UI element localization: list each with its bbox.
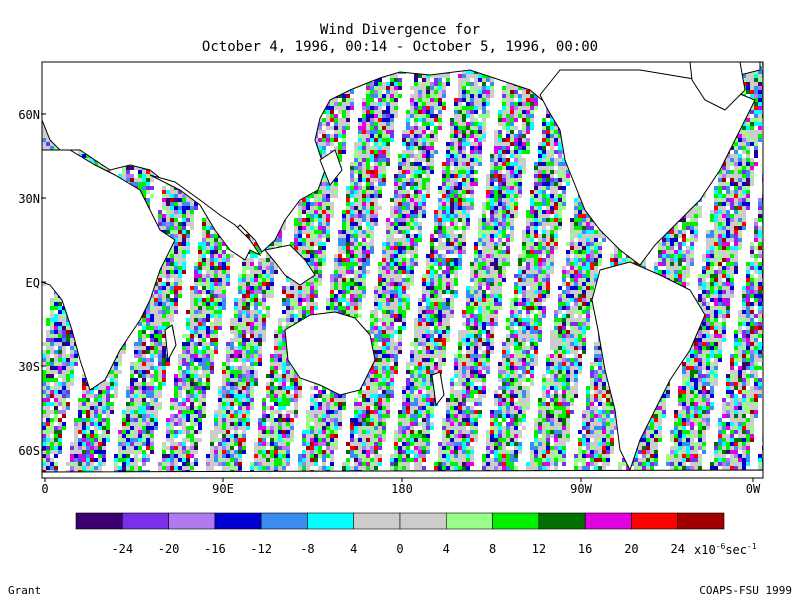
colorbar-segment bbox=[631, 512, 679, 530]
colorbar-segment bbox=[214, 512, 262, 530]
colorbar-tick-label: -24 bbox=[111, 542, 134, 556]
colorbar-segment bbox=[492, 512, 540, 530]
land-mass bbox=[591, 261, 706, 472]
axis-ticks bbox=[41, 113, 754, 482]
lat-label-eq: EQ bbox=[25, 276, 40, 290]
colorbar-segment bbox=[353, 512, 401, 530]
lat-label-60n: 60N bbox=[18, 108, 40, 122]
colorbar-tick-label: 8 bbox=[488, 542, 497, 556]
land-mass bbox=[264, 244, 316, 286]
lat-label-30s: 30S bbox=[18, 360, 40, 374]
colorbar-tick-label: -12 bbox=[250, 542, 272, 556]
land-mass bbox=[149, 174, 262, 261]
colorbar-tick-label: -20 bbox=[157, 542, 180, 556]
colorbar-tick-label: 4 bbox=[442, 542, 450, 556]
author-credit: Grant bbox=[8, 584, 42, 597]
colorbar-segment bbox=[445, 512, 493, 530]
colorbar-tick-label: 0 bbox=[396, 542, 404, 556]
colorbar-tick-label: 16 bbox=[577, 542, 593, 556]
land-mass bbox=[319, 149, 343, 186]
colorbar-tick-label: -8 bbox=[300, 542, 315, 556]
land-mass bbox=[284, 311, 376, 396]
colorbar bbox=[75, 512, 725, 530]
lon-label-0w: 0W bbox=[745, 482, 761, 496]
lon-label-0: 0 bbox=[41, 482, 49, 496]
colorbar-tick-label: 24 bbox=[670, 542, 685, 556]
map-title: Wind Divergence for bbox=[319, 22, 481, 38]
land-mass bbox=[42, 149, 176, 391]
colorbar-segment bbox=[584, 512, 632, 530]
organization-credit: COAPS-FSU 1999 bbox=[699, 584, 792, 597]
colorbar-tick-label: 4 bbox=[350, 542, 358, 556]
colorbar-segment bbox=[121, 512, 169, 530]
colorbar-tick-label: 20 bbox=[624, 542, 639, 556]
map-subtitle: October 4, 1996, 00:14 - October 5, 1996… bbox=[201, 39, 599, 55]
land-mass bbox=[42, 469, 763, 478]
units-exponent: -6 bbox=[715, 542, 726, 551]
colorbar-units: x10-6sec-1 bbox=[694, 542, 757, 557]
colorbar-segment bbox=[538, 512, 586, 530]
lon-label-90w: 90W bbox=[570, 482, 592, 496]
lat-label-30n: 30N bbox=[18, 192, 40, 206]
land-masses bbox=[42, 62, 763, 478]
colorbar-segment bbox=[75, 512, 123, 530]
units-base: x10 bbox=[694, 543, 716, 557]
colorbar-segment bbox=[168, 512, 216, 530]
lon-label-90e: 90E bbox=[212, 482, 234, 496]
colorbar-segment bbox=[677, 512, 725, 530]
land-mass bbox=[431, 371, 445, 407]
lat-label-60s: 60S bbox=[18, 444, 40, 458]
colorbar-tick-label: -16 bbox=[204, 542, 226, 556]
land-mass bbox=[689, 62, 746, 111]
land-mass bbox=[164, 324, 177, 362]
colorbar-tick-label: 12 bbox=[531, 542, 547, 556]
colorbar-segment bbox=[307, 512, 355, 530]
units-sec: sec bbox=[725, 543, 748, 557]
colorbar-segment bbox=[399, 512, 447, 530]
colorbar-segment bbox=[260, 512, 308, 530]
lon-label-180: 180 bbox=[391, 482, 413, 496]
units-exponent-2: -1 bbox=[747, 542, 757, 551]
